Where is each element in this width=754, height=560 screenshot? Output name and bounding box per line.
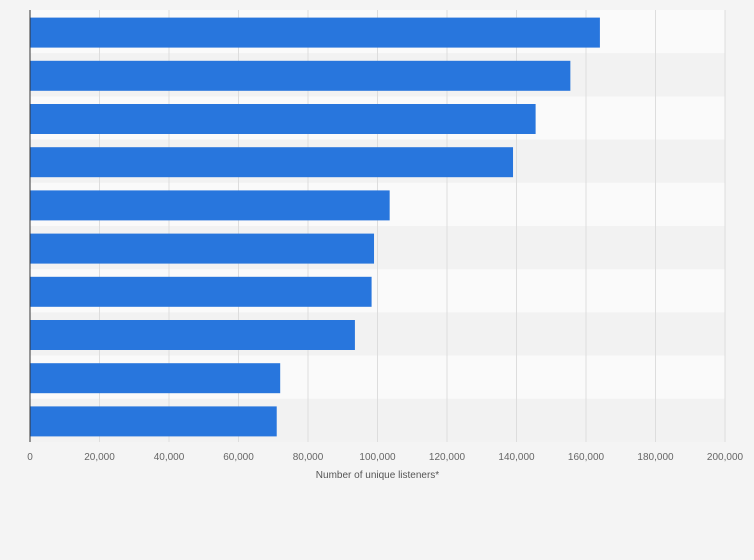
x-axis-title: Number of unique listeners* <box>316 470 440 481</box>
x-tick-label: 120,000 <box>429 452 466 463</box>
bar[interactable] <box>30 147 514 178</box>
x-tick-label: 80,000 <box>293 452 324 463</box>
bar[interactable] <box>30 190 390 221</box>
x-tick-label: 40,000 <box>154 452 185 463</box>
bars <box>30 17 600 437</box>
bar[interactable] <box>30 233 375 264</box>
x-tick-label: 180,000 <box>637 452 674 463</box>
bar[interactable] <box>30 60 571 91</box>
bar[interactable] <box>30 406 277 437</box>
x-tick-label: 20,000 <box>84 452 115 463</box>
bar[interactable] <box>30 363 281 394</box>
x-axis-ticks: 0 20,000 40,000 60,000 80,000 100,000 120,000 1… <box>27 452 743 463</box>
bar[interactable] <box>30 320 355 350</box>
bar[interactable] <box>30 17 600 48</box>
x-tick-label: 160,000 <box>568 452 605 463</box>
x-tick-label: 140,000 <box>498 452 535 463</box>
x-tick-label: 0 <box>27 452 33 463</box>
bar[interactable] <box>30 104 536 134</box>
x-tick-label: 60,000 <box>223 452 254 463</box>
bar[interactable] <box>30 276 372 307</box>
x-tick-label: 100,000 <box>359 452 396 463</box>
x-tick-label: 200,000 <box>707 452 744 463</box>
